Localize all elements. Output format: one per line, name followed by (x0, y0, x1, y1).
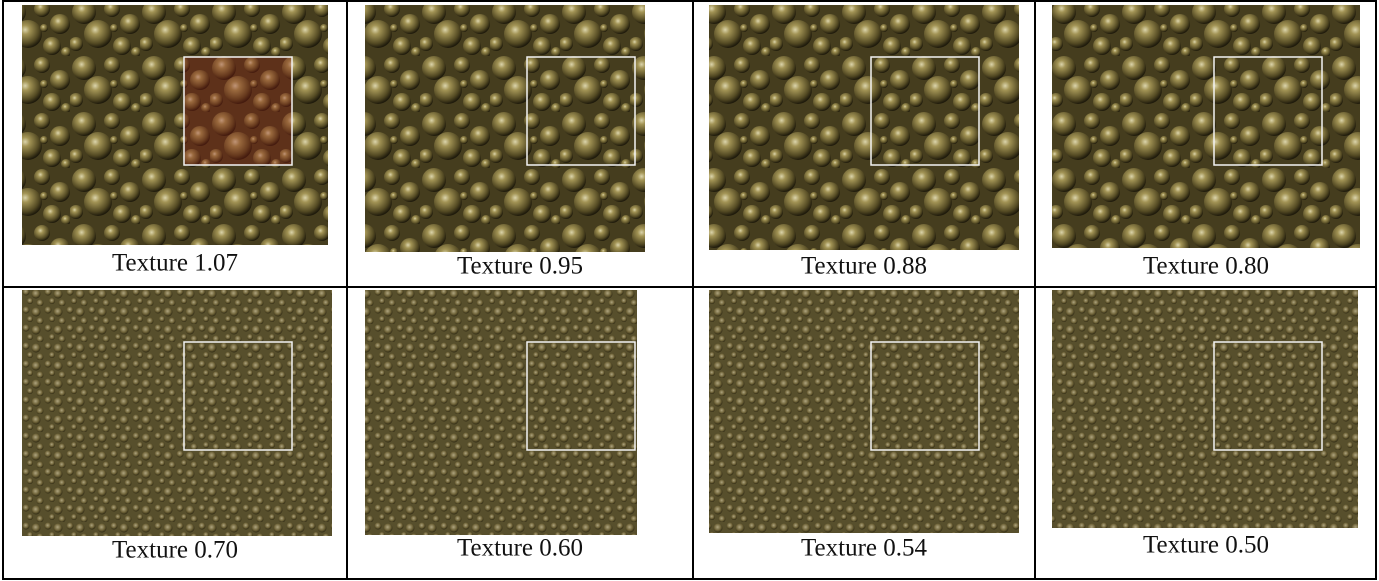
caption: Texture 1.07 (112, 250, 238, 277)
caption: Texture 0.70 (112, 537, 238, 564)
figure-table: Texture 1.07 Texture 0.95 Texture 0.88 Text… (0, 0, 1379, 581)
micrograph-shade (22, 290, 332, 536)
caption: Texture 0.88 (801, 253, 927, 280)
micrograph-shade (365, 5, 645, 252)
caption: Texture 0.54 (801, 535, 927, 562)
caption: Texture 0.80 (1143, 253, 1269, 280)
micrograph-shade (1052, 5, 1360, 248)
caption: Texture 0.50 (1143, 532, 1269, 559)
caption: Texture 0.95 (457, 253, 583, 280)
micrograph-shade (1052, 290, 1358, 528)
caption: Texture 0.60 (457, 535, 583, 562)
micrograph-shade (709, 290, 1019, 533)
micrograph-shade (709, 5, 1019, 250)
region-of-interest (184, 57, 292, 165)
page: Texture 1.07 Texture 0.95 Texture 0.88 Text… (0, 0, 1379, 581)
micrograph-shade (365, 290, 637, 535)
